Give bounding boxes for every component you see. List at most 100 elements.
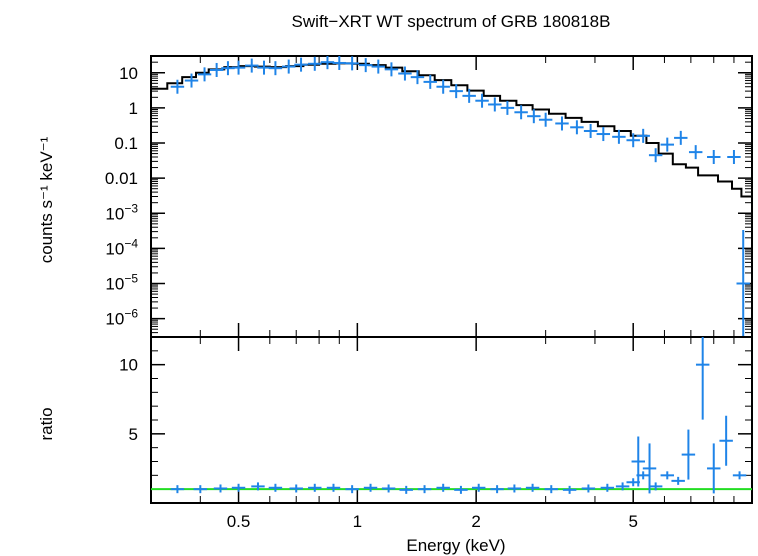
ratio-data-point — [213, 484, 228, 493]
x-axis-label: Energy (keV) — [406, 536, 505, 555]
ratio-data-point — [363, 483, 378, 492]
spectrum-data-point — [500, 100, 515, 115]
spectrum-data-point — [674, 130, 688, 145]
ratio-data-point — [562, 485, 577, 494]
ratio-panel: 0.5 1 2 5 10 5 — [119, 336, 753, 531]
ratio-data-point — [636, 471, 650, 480]
ratio-y-tick-label: 5 — [129, 425, 138, 444]
ratio-data-point — [600, 483, 615, 492]
ratio-data-point — [671, 476, 685, 485]
spectrum-data-point — [527, 109, 541, 124]
spectrum-data-point — [514, 105, 528, 120]
ratio-data-point — [170, 485, 185, 494]
spectrum-data-point — [371, 59, 386, 74]
spectrum-data-point — [555, 116, 569, 131]
spectrum-data-point — [332, 56, 347, 70]
spectrum-data-point — [636, 128, 650, 143]
ratio-y-tick-label: 10 — [119, 356, 138, 375]
ratio-data-point — [525, 483, 540, 492]
spectrum-data-point — [626, 133, 640, 148]
ratio-data-point — [648, 482, 663, 491]
spectrum-y-tick-label: 1 — [129, 99, 138, 118]
x-tick-label: 5 — [628, 512, 637, 531]
spectrum-data-point — [612, 129, 626, 144]
ratio-data-point — [707, 443, 721, 494]
spectrum-data-point — [245, 58, 259, 73]
spectrum-data-point — [538, 112, 553, 127]
spectrum-data-point — [648, 148, 663, 163]
spectrum-y-tick-label: 0.01 — [105, 169, 138, 188]
ratio-data-point — [436, 483, 450, 492]
ratio-data-point — [289, 484, 303, 493]
ratio-data-point — [381, 484, 396, 493]
ratio-data-point — [642, 443, 657, 494]
spectrum-data-point — [281, 59, 296, 74]
spectrum-data-point — [257, 60, 271, 75]
ratio-data-point — [490, 485, 504, 494]
ratio-data-point — [681, 429, 696, 480]
spectrum-data-point — [436, 79, 450, 94]
ratio-data-point — [581, 484, 596, 493]
spectrum-data-point — [184, 73, 199, 88]
ratio-data-point — [544, 485, 558, 494]
spectrum-data-point — [570, 120, 584, 135]
spectrum-data-point — [268, 61, 283, 76]
spectrum-data-point — [294, 57, 308, 72]
spectrum-y-tick-label: 10−5 — [105, 272, 138, 294]
spectrum-data-point — [197, 67, 212, 82]
spectrum-data-point — [209, 62, 224, 77]
spectrum-data-point — [707, 149, 721, 164]
spectrum-data-point — [320, 56, 335, 70]
spectrum-data-point — [475, 93, 489, 108]
spectrum-data-point — [170, 79, 185, 94]
spectrum-data-point — [308, 56, 322, 71]
spectrum-data-point — [231, 60, 246, 75]
ratio-data-point — [417, 485, 432, 494]
bottom-y-axis-label: ratio — [37, 407, 56, 440]
spectrum-data-point — [398, 66, 412, 81]
ratio-data-point — [631, 436, 645, 487]
ratio-plot-frame — [150, 336, 753, 504]
spectrum-data-point — [736, 230, 750, 337]
spectrum-panel: 10 1 0.1 0.01 10−3 10−4 10−5 10−6 — [105, 55, 753, 338]
ratio-data-point — [326, 483, 341, 492]
ratio-data-point — [471, 483, 486, 492]
spectrum-plot-frame — [150, 55, 753, 338]
chart-title: Swift−XRT WT spectrum of GRB 180818B — [292, 12, 611, 31]
spectrum-data-point — [358, 58, 373, 73]
ratio-data-point — [507, 484, 522, 493]
spectrum-y-tick-label: 0.1 — [114, 134, 138, 153]
spectrum-data-point — [345, 56, 359, 71]
spectrum-data-point — [384, 62, 399, 77]
spectrum-data-point — [660, 137, 675, 152]
x-tick-label: 1 — [353, 512, 362, 531]
spectrum-data-point — [583, 123, 598, 138]
spectrum-data-point — [596, 127, 611, 142]
spectrum-data-point — [688, 145, 703, 160]
ratio-data-point — [268, 483, 283, 492]
ratio-data-point — [345, 485, 359, 494]
spectrum-data-point — [410, 70, 425, 85]
spectrum-y-tick-label: 10−6 — [105, 307, 138, 329]
ratio-data-point — [231, 483, 246, 492]
ratio-data-point — [454, 485, 468, 494]
top-y-axis-label: counts s⁻¹ keV⁻¹ — [37, 136, 56, 263]
ratio-data-point — [660, 471, 675, 480]
ratio-data-point — [308, 483, 322, 492]
spectrum-y-tick-label: 10 — [119, 64, 138, 83]
ratio-data-point — [615, 482, 630, 491]
spectrum-data-point — [423, 74, 437, 89]
ratio-data-point — [251, 482, 265, 491]
spectrum-data-point — [488, 97, 502, 112]
spectrum-y-tick-label: 10−4 — [105, 236, 138, 258]
model-step-line — [151, 62, 752, 198]
spectrum-data-point — [449, 84, 463, 99]
ratio-data-point — [193, 485, 208, 494]
spectrum-y-tick-label: 10−3 — [105, 201, 138, 223]
spectrum-data-point — [727, 149, 741, 164]
spectrum-data-point — [462, 88, 476, 103]
x-tick-label: 2 — [471, 512, 480, 531]
ratio-data-point — [719, 415, 733, 466]
x-tick-label: 0.5 — [227, 512, 251, 531]
